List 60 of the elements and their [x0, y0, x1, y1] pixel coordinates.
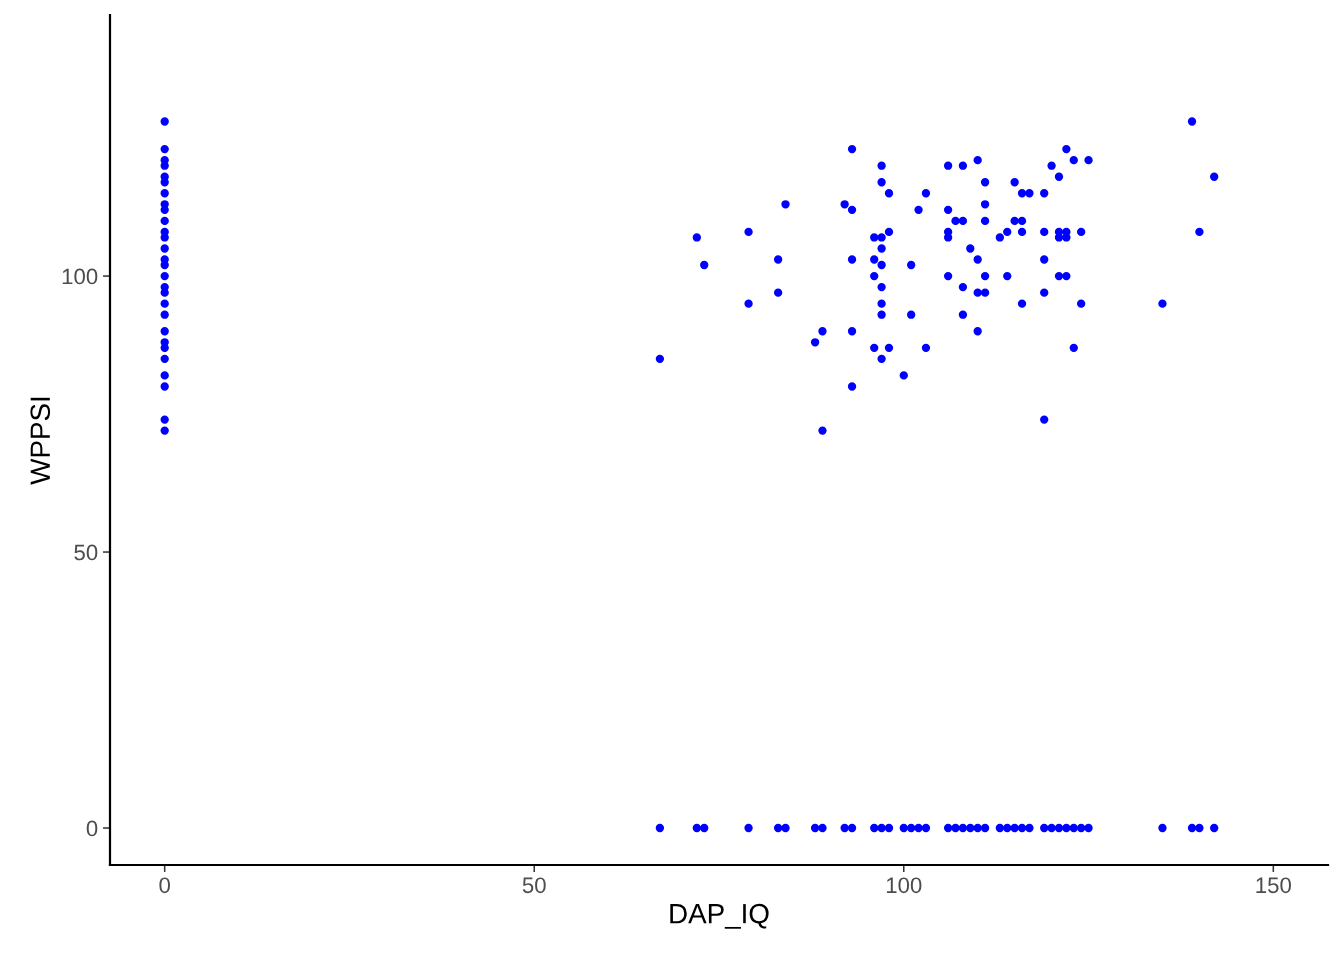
point [160, 161, 169, 170]
point [160, 144, 169, 154]
point [160, 216, 169, 226]
y-axis-title: WPPSI [30, 397, 51, 485]
point [744, 823, 753, 833]
point [160, 371, 169, 380]
point [914, 823, 923, 833]
y-tick-label: 0 [86, 820, 98, 837]
point [160, 426, 169, 435]
x-tick-label: 100 [886, 877, 922, 894]
point [773, 823, 783, 833]
point [160, 178, 169, 187]
point [160, 271, 169, 281]
point [980, 823, 990, 833]
point [951, 823, 960, 833]
y-tick-label: 100 [62, 268, 98, 285]
point [906, 823, 916, 833]
point [160, 310, 169, 319]
point [1010, 823, 1019, 833]
point [160, 382, 169, 391]
point [840, 823, 849, 833]
point [966, 823, 975, 833]
point [884, 823, 894, 833]
y-tick-label: 50 [74, 544, 98, 561]
point [1187, 823, 1197, 833]
point [160, 288, 169, 297]
point [1047, 823, 1056, 833]
point [818, 823, 827, 833]
point [943, 823, 953, 833]
point [160, 354, 169, 364]
point [700, 823, 709, 833]
point [1017, 823, 1027, 833]
point [781, 823, 790, 833]
point [921, 823, 931, 833]
point [1158, 823, 1167, 833]
point [1040, 823, 1049, 833]
point [1084, 823, 1093, 833]
point [1025, 823, 1034, 833]
point [655, 823, 665, 833]
point [810, 823, 820, 833]
point [160, 244, 169, 253]
point [160, 327, 169, 336]
point [870, 823, 879, 833]
point [877, 823, 886, 833]
x-tick-label: 50 [522, 877, 546, 894]
point [1195, 823, 1204, 833]
point [160, 233, 169, 242]
x-tick-label: 0 [159, 877, 170, 894]
point [1003, 823, 1012, 833]
point [847, 823, 857, 833]
point [160, 117, 169, 126]
point [160, 415, 169, 424]
x-axis-title: DAP_IQ [670, 903, 769, 929]
point [1076, 823, 1086, 833]
point [1210, 823, 1219, 833]
point [160, 299, 169, 308]
x-tick-label: 150 [1256, 877, 1291, 894]
point [160, 189, 169, 198]
point [1062, 823, 1071, 833]
point [973, 823, 982, 833]
